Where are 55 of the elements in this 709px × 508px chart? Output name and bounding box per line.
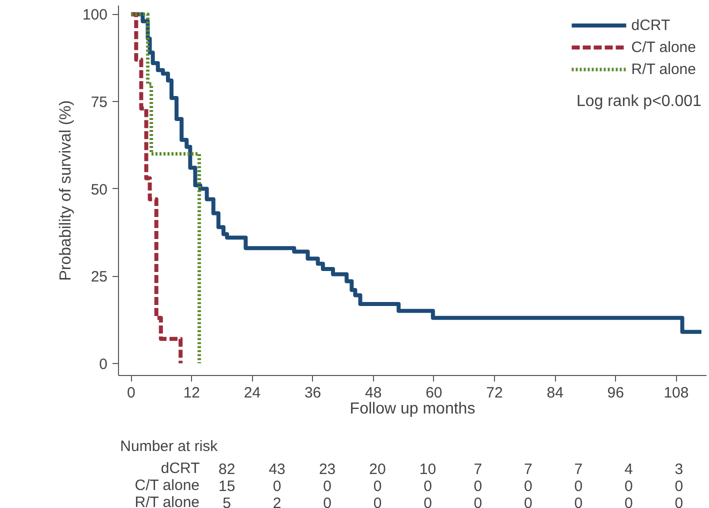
y-axis-title: Probability of survival (%) [57,100,74,281]
text: 4 [624,461,633,478]
text: 0 [424,495,432,508]
text: 0 [323,495,332,508]
x-tick-label: 60 [426,384,442,402]
text: 15 [218,478,236,495]
x-tick-label: 36 [304,384,322,402]
text: 5 [222,495,231,508]
text: 0 [373,478,382,495]
text: R/T alone [134,494,200,508]
y-tick-label: 75 [90,94,108,111]
legend-label: R/T alone [631,60,696,78]
y-tick-label: 25 [90,268,108,286]
text: 0 [524,478,532,495]
y-tick-label: 100 [82,6,108,24]
text: 0 [474,495,482,508]
text: 0 [272,478,282,495]
text: 7 [474,461,482,478]
text: 3 [674,461,684,478]
text: 7 [574,461,583,478]
text: 0 [524,495,532,508]
text: 0 [474,478,482,495]
text: 0 [323,478,332,495]
text: 10 [419,461,436,478]
x-tick-label: 12 [183,384,200,402]
x-tick-label: 84 [546,384,564,402]
text: C/T alone [134,477,200,494]
legend-label: C/T alone [631,38,696,56]
text: 0 [424,478,432,495]
text: 2 [272,495,282,508]
text: 23 [318,461,336,478]
text: 20 [369,461,386,478]
x-axis-title: Follow up months [350,400,476,418]
text: 82 [218,461,236,478]
x-tick-label: 96 [607,384,624,402]
text: 0 [624,478,633,495]
y-tick-label: 0 [99,356,108,373]
y-tick-label: 50 [90,181,108,198]
text: 0 [574,478,583,495]
legend-label: dCRT [631,16,670,34]
x-tick-label: 108 [664,384,689,402]
x-tick-label: 24 [244,384,261,402]
text: 0 [624,495,633,508]
x-tick-label: 72 [486,384,503,402]
text: 0 [674,478,684,495]
x-tick-label: 0 [126,384,136,402]
text: Number at risk [120,438,218,455]
x-tick-label: 48 [365,384,382,402]
text: 0 [574,495,583,508]
text: 0 [674,495,684,508]
text: 0 [373,495,382,508]
text: dCRT [160,460,200,477]
annotation: Log rank p<0.001 [576,92,702,110]
text: 7 [524,461,532,478]
text: 43 [268,461,286,478]
